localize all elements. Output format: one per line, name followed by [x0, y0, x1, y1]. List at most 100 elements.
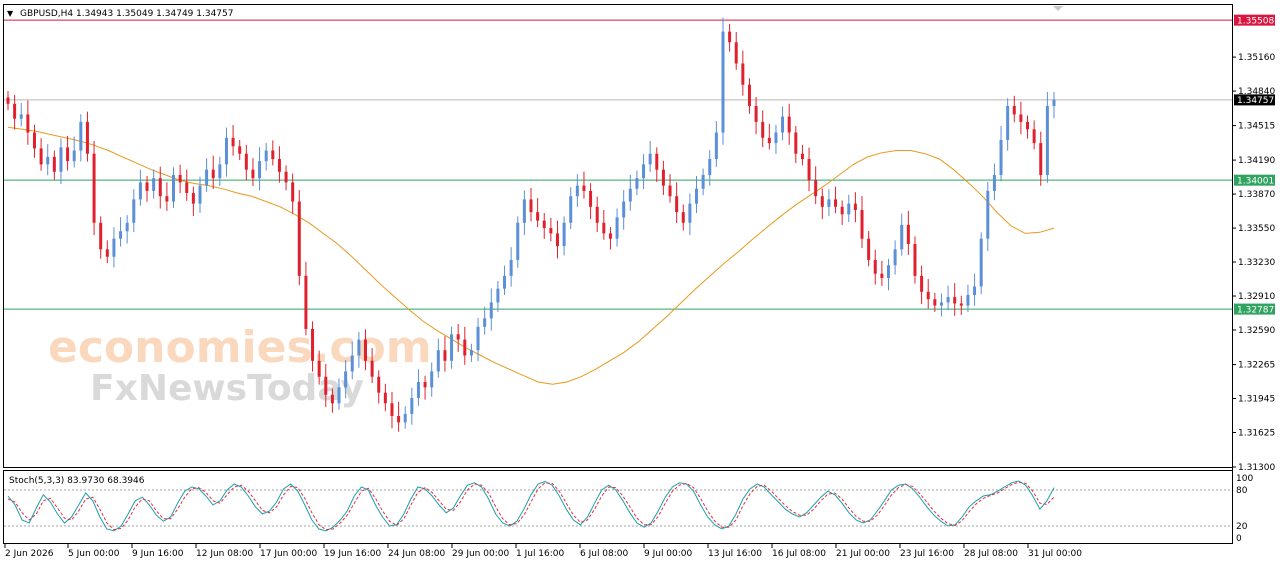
- candle-body: [363, 339, 367, 361]
- candle-body: [774, 132, 778, 144]
- candle-body: [721, 31, 725, 133]
- candle-body: [595, 206, 599, 223]
- candle-body: [569, 196, 573, 223]
- candle-body: [191, 193, 195, 204]
- candle-body: [979, 238, 983, 287]
- candle-body: [403, 413, 407, 423]
- stoch-label: Stoch(5,3,3) 83.9730 68.3946: [9, 476, 145, 486]
- level-badge-label: 1.34001: [1237, 176, 1274, 186]
- candle-body: [847, 203, 851, 215]
- candle-body: [251, 169, 255, 179]
- level-badge-label: 1.35508: [1237, 16, 1274, 26]
- candle-body: [198, 185, 202, 204]
- price-tick-label: 1.32265: [1238, 361, 1275, 371]
- candle-body: [205, 169, 209, 186]
- candle-body: [476, 326, 480, 351]
- stoch-tick-label: 100: [1236, 474, 1253, 484]
- candle-body: [158, 178, 162, 197]
- candle-body: [794, 132, 798, 154]
- candle-body: [463, 339, 467, 356]
- candle-body: [608, 233, 612, 239]
- level-badge-support: [1234, 174, 1275, 186]
- candle-body: [840, 206, 844, 215]
- candle-body: [19, 114, 23, 119]
- candle-body: [443, 350, 447, 361]
- candle-body: [119, 231, 123, 239]
- candle-body: [99, 222, 103, 250]
- candle-body: [1052, 99, 1056, 106]
- time-tick-label: 29 Jun 00:00: [452, 549, 509, 559]
- candle-body: [820, 196, 824, 207]
- candle-body: [410, 397, 414, 414]
- candle-body: [357, 339, 361, 356]
- candle-body: [781, 116, 785, 133]
- candle-body: [681, 212, 685, 223]
- candles-group: [6, 17, 1056, 432]
- candle-body: [787, 116, 791, 133]
- candle-body: [714, 132, 718, 160]
- time-tick-label: 23 Jul 16:00: [900, 549, 954, 559]
- candle-body: [324, 376, 328, 395]
- candle-body: [92, 153, 96, 223]
- candle-body: [966, 294, 970, 306]
- candle-body: [423, 382, 427, 388]
- ma-path: [7, 126, 1055, 385]
- candle-body: [483, 318, 487, 327]
- candle-body: [370, 360, 374, 377]
- time-tick-label: 24 Jun 08:00: [388, 549, 445, 559]
- candle-body: [496, 288, 500, 303]
- candle-body: [284, 171, 288, 183]
- candle-body: [1006, 105, 1010, 140]
- candle-body: [761, 121, 765, 138]
- candle-body: [853, 203, 857, 211]
- time-tick-label: 28 Jul 08:00: [964, 549, 1018, 559]
- candle-body: [668, 185, 672, 197]
- candle-body: [145, 182, 149, 191]
- candle-body: [79, 121, 83, 151]
- candle-body: [622, 201, 626, 218]
- candle-body: [46, 156, 50, 165]
- candle-body: [436, 350, 440, 372]
- candle-body: [741, 63, 745, 85]
- candle-body: [152, 178, 156, 191]
- stoch-tick-label: 80: [1236, 486, 1248, 496]
- candle-body: [264, 150, 268, 162]
- moving-average-line: [7, 126, 1055, 385]
- candle-body: [959, 303, 963, 306]
- candle-body: [39, 148, 43, 165]
- time-tick-label: 1 Jul 16:00: [516, 549, 565, 559]
- candle-body: [754, 105, 758, 122]
- candle-body: [297, 201, 301, 276]
- candle-body: [6, 97, 10, 104]
- price-axis-ticks: 1.35160 1.34840 1.34515 1.34190 1.33870 1.335…: [1232, 53, 1275, 473]
- candle-body: [72, 150, 76, 162]
- candle-body: [747, 84, 751, 106]
- candle-body: [939, 302, 943, 306]
- candle-body: [893, 249, 897, 266]
- candle-body: [734, 42, 738, 64]
- stoch-pane: [3, 470, 1233, 544]
- shift-marker-icon[interactable]: [1053, 6, 1063, 11]
- candle-body: [105, 249, 109, 257]
- menu-arrow-icon[interactable]: ▼: [7, 9, 14, 18]
- time-tick-label: 16 Jul 08:00: [772, 549, 826, 559]
- candle-body: [231, 137, 235, 147]
- candle-body: [350, 355, 354, 372]
- price-tick-label: 1.34190: [1238, 156, 1275, 166]
- candle-body: [582, 185, 586, 191]
- watermark-fxnewstoday: FxNewsToday: [90, 368, 364, 409]
- candle-body: [873, 259, 877, 274]
- candle-body: [377, 376, 381, 393]
- candle-body: [906, 224, 910, 244]
- candle-body: [953, 297, 957, 304]
- price-tick-label: 1.32910: [1238, 292, 1275, 302]
- candle-body: [728, 31, 732, 43]
- candle-body: [635, 178, 639, 189]
- candle-body: [138, 182, 142, 200]
- candle-body: [661, 169, 665, 186]
- candle-body: [416, 382, 420, 398]
- time-tick-label: 13 Jul 16:00: [708, 549, 762, 559]
- watermark-economies: economies.com: [48, 322, 432, 373]
- candle-body: [920, 275, 924, 292]
